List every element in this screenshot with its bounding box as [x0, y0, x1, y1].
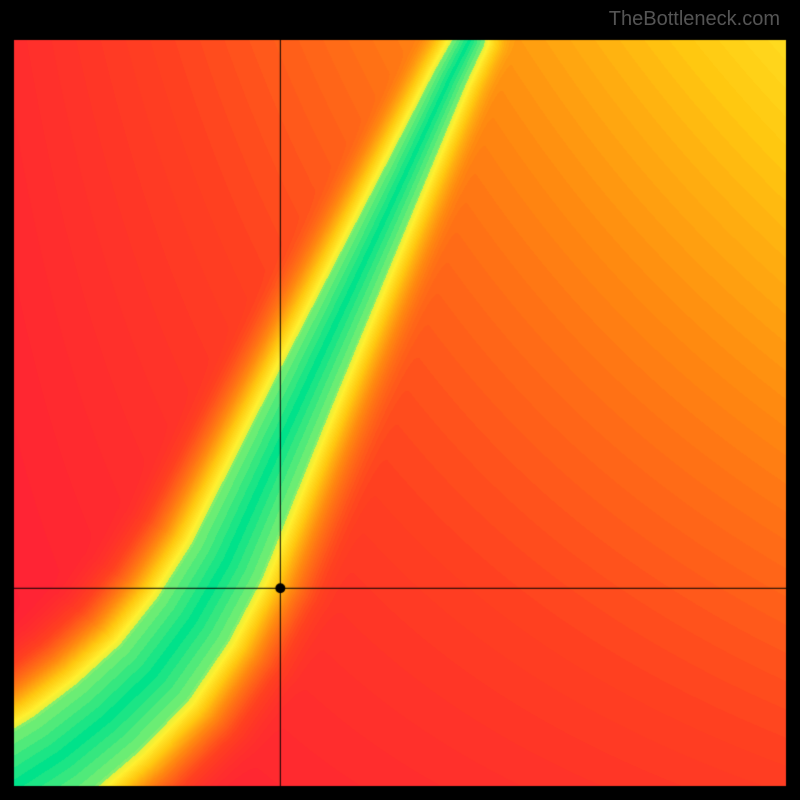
chart-container: TheBottleneck.com [0, 0, 800, 800]
watermark-label: TheBottleneck.com [609, 8, 780, 31]
heatmap-canvas [0, 0, 800, 800]
